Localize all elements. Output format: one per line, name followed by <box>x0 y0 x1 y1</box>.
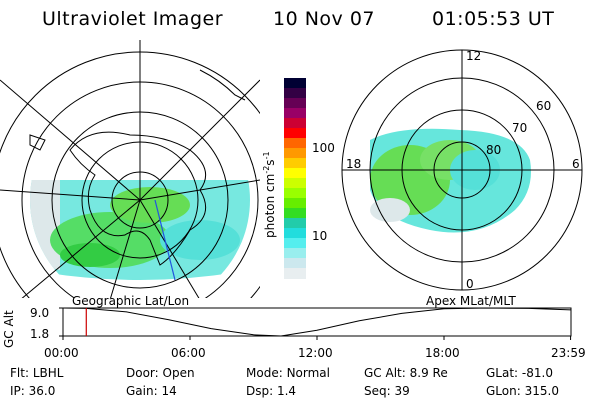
colorbar-segment <box>284 238 306 249</box>
colorbar-segment <box>284 178 306 189</box>
xtick-1200: 12:00 <box>298 346 333 360</box>
magnetic-polar-plot: 12 0 18 6 60 70 80 <box>341 49 583 291</box>
colorbar-segment <box>284 248 306 259</box>
colorbar <box>284 78 306 279</box>
colorbar-segment <box>284 128 306 139</box>
gc-alt-curve <box>62 307 571 337</box>
colorbar-tick-100: 100 <box>312 141 335 155</box>
footer-glon: GLon: 315.0 <box>486 384 559 398</box>
colorbar-segment <box>284 98 306 109</box>
xtick-0000: 00:00 <box>44 346 79 360</box>
date-label: 10 Nov 07 <box>273 8 376 30</box>
colorbar-segment <box>284 78 306 89</box>
timeline-ytop: 9.0 <box>30 306 50 320</box>
meridian-line <box>154 199 176 281</box>
colorbar-segment <box>284 148 306 159</box>
mlt-label-12: 12 <box>466 49 481 63</box>
colorbar-label: photon cm-2s-1 <box>262 151 277 238</box>
mlt-label-0: 0 <box>466 277 474 291</box>
colorbar-segment <box>284 258 306 269</box>
time-label: 01:05:53 UT <box>432 8 555 30</box>
footer-seq: Seq: 39 <box>364 384 410 398</box>
footer-gain: Gain: 14 <box>126 384 177 398</box>
xtick-1800: 18:00 <box>425 346 460 360</box>
footer-flt: Flt: LBHL <box>10 366 64 380</box>
geographic-map <box>0 40 260 298</box>
colorbar-tick-10: 10 <box>312 229 328 243</box>
colorbar-segment <box>284 268 306 279</box>
left-panel-title: Geographic Lat/Lon <box>72 294 190 308</box>
mlat-label-70: 70 <box>512 121 527 135</box>
mlat-label-60: 60 <box>536 99 551 113</box>
footer-gcalt: GC Alt: 8.9 Re <box>364 366 448 380</box>
right-panel-title: Apex MLat/MLT <box>426 294 516 308</box>
colorbar-segment <box>284 108 306 119</box>
footer-dsp: Dsp: 1.4 <box>246 384 297 398</box>
footer-ip: IP: 36.0 <box>10 384 56 398</box>
colorbar-segment <box>284 138 306 149</box>
xtick-0600: 06:00 <box>171 346 206 360</box>
instrument-title: Ultraviolet Imager <box>42 8 224 30</box>
colorbar-segment <box>284 118 306 129</box>
aurora-emission-left <box>30 180 250 280</box>
colorbar-segment <box>284 218 306 229</box>
colorbar-segment <box>284 158 306 169</box>
colorbar-segment <box>284 198 306 209</box>
colorbar-segment <box>284 208 306 219</box>
colorbar-segment <box>284 188 306 199</box>
colorbar-segment <box>284 88 306 99</box>
mlat-label-80: 80 <box>486 143 501 157</box>
timeline-ybottom: 1.8 <box>30 327 50 341</box>
colorbar-segment <box>284 228 306 239</box>
timeline-chart <box>59 307 572 340</box>
mlt-label-18: 18 <box>346 157 361 171</box>
xtick-2359: 23:59 <box>551 346 586 360</box>
footer-door: Door: Open <box>126 366 195 380</box>
colorbar-segment <box>284 168 306 179</box>
footer-mode: Mode: Normal <box>246 366 330 380</box>
timeline-frame <box>62 307 572 337</box>
mlt-label-6: 6 <box>572 157 580 171</box>
footer-glat: GLat: -81.0 <box>486 366 553 380</box>
